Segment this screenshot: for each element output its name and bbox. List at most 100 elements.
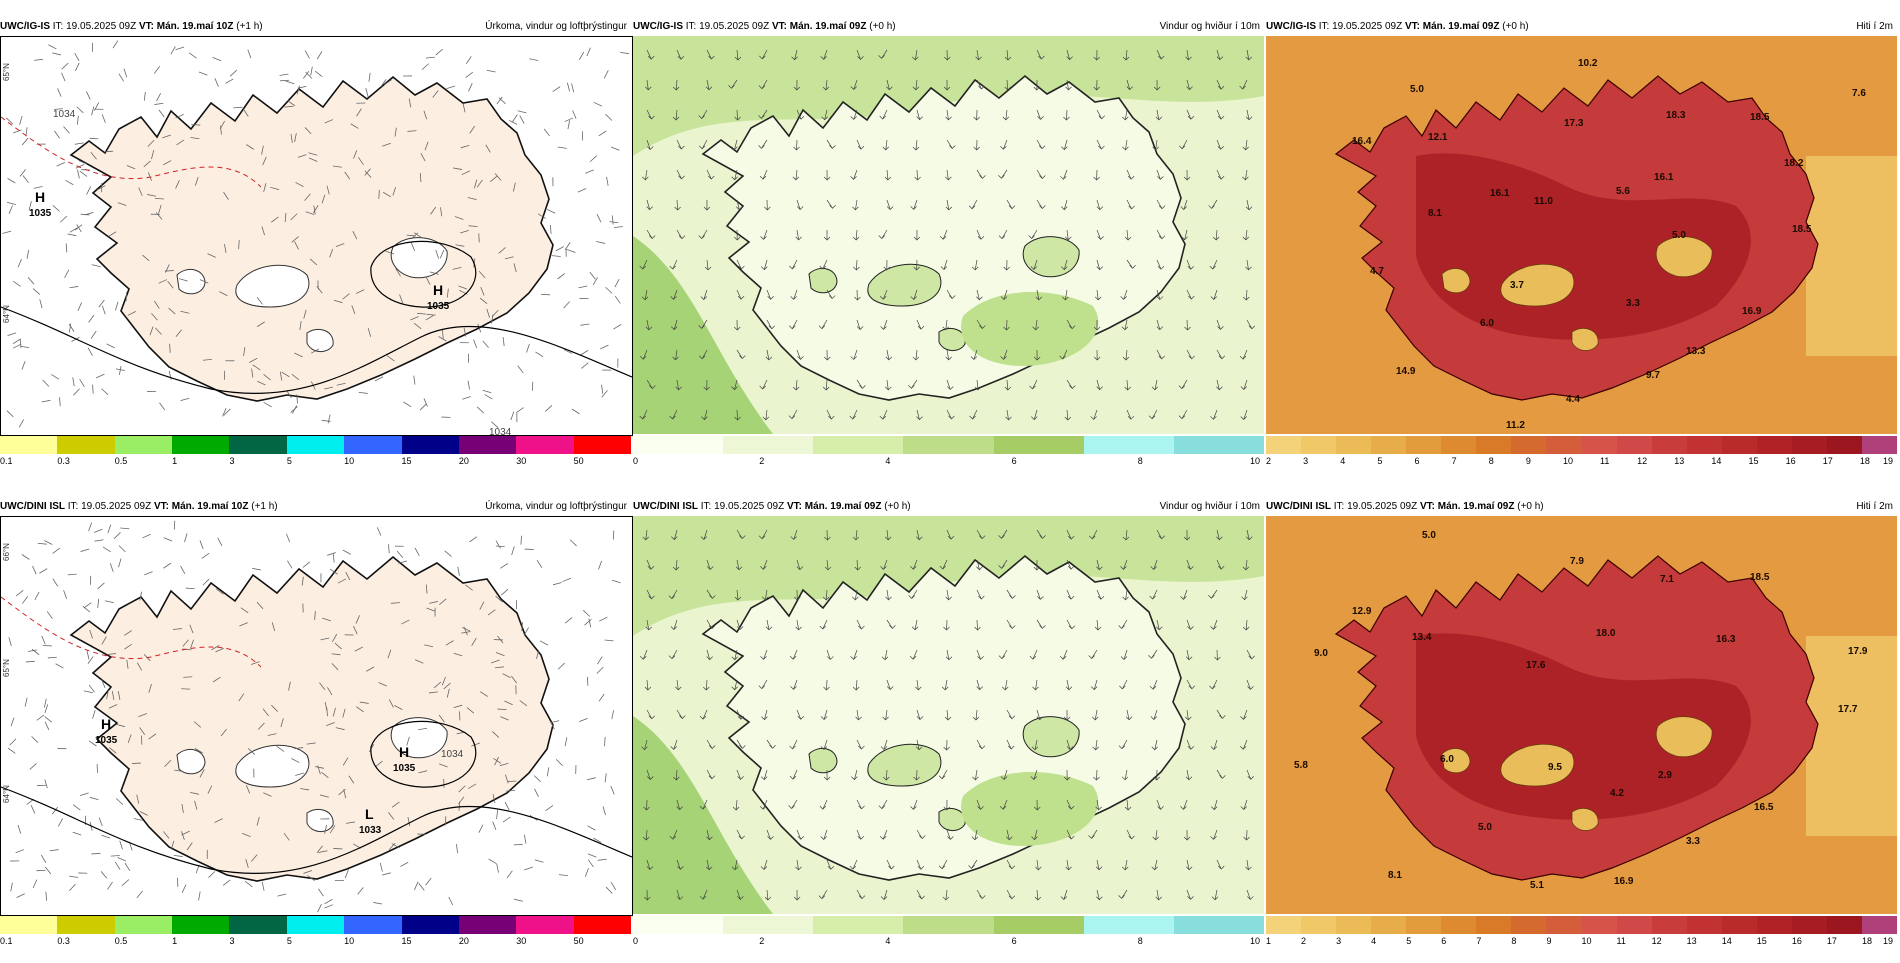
colorbar-tick-label: 10 [1563, 455, 1573, 467]
colorbar-tick-label: 11 [1617, 935, 1626, 947]
colorbar-cell [115, 916, 173, 934]
latitude-label: 64°N [2, 785, 11, 803]
latitude-label: 65°N [2, 659, 11, 677]
panel-title: Úrkoma, vindur og loftþrýstingur [485, 498, 627, 516]
wind-map [633, 36, 1264, 434]
colorbar-tick-label: 17 [1823, 455, 1833, 467]
colorbar-cell [574, 916, 632, 934]
temperature-value-label: 12.9 [1352, 606, 1372, 617]
colorbar-cell [402, 436, 460, 454]
colorbar-tick-label: 50 [574, 455, 584, 467]
colorbar-tick-label: 0 [633, 935, 638, 947]
pressure-center-letter: H [433, 282, 443, 298]
colorbar-cell [516, 436, 574, 454]
colorbar-cell [287, 916, 345, 934]
colorbar-tick-label: 20 [459, 455, 469, 467]
temperature-value-label: 5.6 [1616, 186, 1630, 197]
glacier-outline [177, 269, 205, 293]
colorbar-tick-label: 50 [574, 935, 584, 947]
colorbar-cell [344, 436, 402, 454]
temperature-value-label: 5.8 [1294, 760, 1308, 771]
panel-header: UWC/IG-IS IT: 19.05.2025 09Z VT: Mán. 19… [1266, 18, 1897, 36]
temperature-value-label: 18.5 [1750, 572, 1770, 583]
colorbar-tick-label: 18 [1862, 935, 1872, 947]
colorbar-cell [172, 436, 230, 454]
temperature-value-label: 8.1 [1428, 208, 1442, 219]
colorbar-cell [813, 916, 904, 934]
lead-time: (+1 h) [236, 21, 262, 32]
colorbar-tick-label: 6 [1441, 935, 1446, 947]
colorbar-cell [1687, 916, 1723, 934]
colorbar-cell [287, 436, 345, 454]
colorbar-cell [723, 436, 814, 454]
colorbar-tick-label: 3 [1336, 935, 1341, 947]
temperature-value-label: 9.7 [1646, 370, 1660, 381]
colorbar-tick-label: 6 [1414, 455, 1419, 467]
temperature-value-label: 16.1 [1490, 188, 1510, 199]
colorbar-cell [1617, 916, 1653, 934]
temperature-value-label: 5.0 [1410, 84, 1424, 95]
colorbar-tick-label: 0.5 [115, 935, 128, 947]
colorbar-cell [172, 916, 230, 934]
colorbar-cell [459, 916, 517, 934]
vt-label: VT: [1420, 501, 1435, 512]
colorbar-tick-label: 0.5 [115, 455, 128, 467]
colorbar-cell [1406, 436, 1442, 454]
colorbar-cell [57, 916, 115, 934]
temperature-value-label: 7.1 [1660, 574, 1674, 585]
colorbar-tick-label: 12 [1637, 455, 1647, 467]
colorbar-cell [1511, 436, 1547, 454]
colorbar-tick-label: 15 [402, 455, 412, 467]
colorbar-cell [1371, 916, 1407, 934]
colorbar-tick-label: 9 [1526, 455, 1531, 467]
colorbar-tick-label: 2 [759, 935, 764, 947]
latitude-label: 66°N [2, 543, 11, 561]
colorbar [1266, 436, 1897, 454]
valid-time: Mán. 19.maí 09Z [1438, 501, 1515, 512]
panel-title: Hiti í 2m [1856, 18, 1893, 36]
colorbar-cell [1862, 436, 1898, 454]
colorbar-tick-label: 19 [1883, 455, 1893, 467]
colorbar-cell [1336, 916, 1372, 934]
colorbar-cell [57, 436, 115, 454]
colorbar-tick-label: 10 [1250, 455, 1260, 467]
valid-time: Mán. 19.maí 10Z [157, 21, 234, 32]
colorbar-cell [0, 436, 58, 454]
colorbar-cell [633, 436, 724, 454]
temperature-value-label: 17.3 [1564, 118, 1584, 129]
colorbar-tick-label: 4 [1371, 935, 1376, 947]
model-name: UWC/DINI ISL [0, 501, 65, 512]
colorbar-tick-label: 14 [1722, 935, 1732, 947]
pressure-center-letter: H [35, 189, 45, 205]
model-name: UWC/IG-IS [633, 21, 683, 32]
wind-barb [280, 80, 289, 81]
colorbar-tick-label: 20 [459, 935, 469, 947]
panel-6: UWC/DINI ISL IT: 19.05.2025 09Z VT: Mán.… [1266, 498, 1899, 963]
colorbar-tick-label: 7 [1476, 935, 1481, 947]
colorbar-tick-label: 5 [1406, 935, 1411, 947]
temperature-value-label: 18.5 [1750, 112, 1770, 123]
valid-time: Mán. 19.maí 10Z [172, 501, 249, 512]
colorbar-tick-label: 19 [1883, 935, 1893, 947]
glacier-outline [939, 808, 965, 830]
colorbar-tick-label: 0.1 [0, 935, 13, 947]
colorbar-tick-label: 10 [344, 935, 354, 947]
colorbar-cell [1862, 916, 1898, 934]
colorbar-cell [0, 916, 58, 934]
temperature-value-label: 4.2 [1610, 788, 1624, 799]
pressure-center-value: 1035 [393, 763, 416, 774]
glacier-outline [307, 329, 333, 351]
colorbar-tick-label: 16 [1792, 935, 1802, 947]
colorbar-cell [723, 916, 814, 934]
temperature-value-label: 9.0 [1314, 648, 1328, 659]
temperature-value-label: 11.0 [1534, 196, 1553, 207]
colorbar-cell [1336, 436, 1372, 454]
colorbar-tick-label: 3 [229, 935, 234, 947]
pressure-center-letter: H [399, 744, 409, 760]
temperature-value-label: 16.5 [1754, 802, 1774, 813]
colorbar-tick-label: 15 [1757, 935, 1767, 947]
temperature-value-label: 13.4 [1412, 632, 1432, 643]
